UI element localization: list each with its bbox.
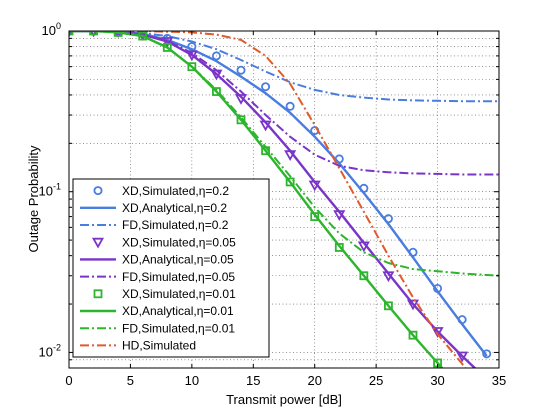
- data-point: [285, 177, 295, 187]
- data-point: [187, 62, 197, 72]
- legend-label: XD,Simulated,η=0.01: [122, 287, 236, 301]
- y-tick-label: 10-2: [39, 342, 61, 359]
- y-tick-label: 100: [42, 21, 61, 38]
- x-tick-label: 5: [127, 373, 134, 388]
- data-point: [406, 299, 420, 311]
- legend-entry: FD,Simulated,η=0.01: [80, 321, 235, 335]
- data-point: [89, 31, 98, 36]
- x-tick-label: 20: [307, 373, 321, 388]
- data-point: [285, 101, 295, 111]
- data-point: [482, 349, 492, 359]
- y-tick-label: 10-1: [39, 182, 61, 199]
- legend-marker: [91, 237, 105, 249]
- data-point: [162, 43, 172, 52]
- legend-entry: XD,Simulated,η=0.2: [93, 184, 229, 198]
- data-point: [431, 327, 444, 338]
- series-8: [69, 31, 499, 277]
- legend-marker: [93, 289, 103, 299]
- legend-entry: XD,Simulated,η=0.05: [91, 235, 236, 249]
- legend-label: FD,Simulated,η=0.05: [122, 270, 235, 284]
- x-tick-label: 10: [185, 373, 199, 388]
- legend-label: FD,Simulated,η=0.01: [122, 321, 235, 335]
- data-point: [456, 351, 469, 363]
- data-point: [236, 65, 246, 75]
- data-point: [384, 301, 393, 311]
- axis-ticks: 0 5 10 15 20 25 30 35 100 10-1 10-2: [39, 21, 507, 388]
- data-point: [236, 115, 246, 125]
- legend-entry: XD,Analytical,η=0.01: [80, 304, 234, 318]
- x-axis-label: Transmit power [dB]: [226, 392, 342, 407]
- y-axis-label: Outage Probability: [26, 145, 41, 252]
- x-tick-label: 0: [65, 373, 72, 388]
- legend-entry: XD,Analytical,η=0.2: [80, 201, 227, 215]
- data-point: [211, 51, 221, 61]
- legend-entry: XD,Simulated,η=0.01: [93, 287, 236, 301]
- data-point: [482, 376, 491, 384]
- data-point: [359, 271, 369, 281]
- data-point: [261, 82, 271, 92]
- x-tick-label: 35: [492, 373, 506, 388]
- data-point: [459, 387, 466, 394]
- legend-label: XD,Analytical,η=0.01: [122, 304, 234, 318]
- series-line: [69, 31, 499, 277]
- legend-label: FD,Simulated,η=0.2: [122, 218, 229, 232]
- legend-label: XD,Simulated,η=0.2: [122, 184, 229, 198]
- series-layer: [69, 31, 499, 394]
- legend-marker: [93, 186, 103, 196]
- x-tick-label: 30: [430, 373, 444, 388]
- legend-entry: FD,Simulated,η=0.05: [80, 270, 235, 284]
- legend-label: XD,Simulated,η=0.05: [122, 235, 236, 249]
- legend-entry: FD,Simulated,η=0.2: [80, 218, 229, 232]
- legend-label: HD,Simulated: [122, 339, 196, 353]
- legend-label: XD,Analytical,η=0.2: [122, 201, 227, 215]
- legend-entry: XD,Analytical,η=0.05: [80, 253, 234, 267]
- data-point: [212, 87, 221, 96]
- legend-label: XD,Analytical,η=0.05: [122, 253, 234, 267]
- x-tick-label: 25: [369, 373, 383, 388]
- data-point: [408, 330, 418, 340]
- legend-entry: HD,Simulated: [80, 339, 196, 353]
- x-tick-label: 15: [246, 373, 260, 388]
- legend: XD,Simulated,η=0.2 XD,Analytical,η=0.2 FD,…: [72, 178, 270, 358]
